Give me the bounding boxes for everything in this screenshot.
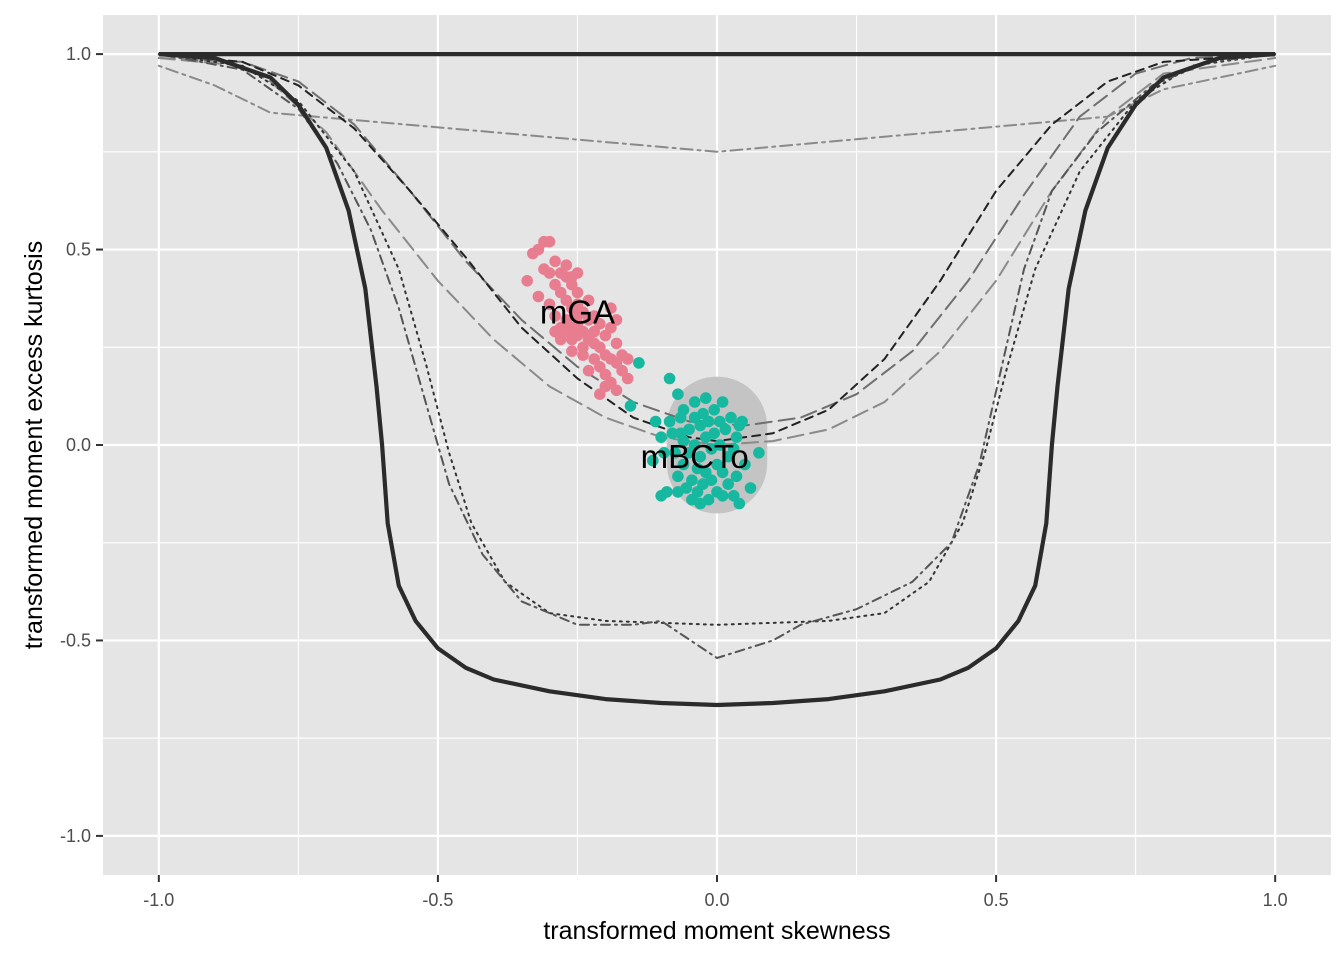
point-mbcto bbox=[708, 404, 720, 416]
point-mga bbox=[566, 345, 578, 358]
point-mbcto bbox=[708, 427, 720, 440]
point-mbcto bbox=[753, 447, 765, 459]
boundary-curve-2 bbox=[158, 52, 1276, 708]
point-mbcto bbox=[705, 474, 718, 487]
point-mga bbox=[543, 298, 556, 311]
point-mga bbox=[588, 337, 600, 350]
annotation-mbcto: mBCTo bbox=[641, 438, 749, 475]
x-tick-label: 0.0 bbox=[704, 890, 729, 910]
point-mbcto bbox=[702, 415, 715, 428]
point-mbcto bbox=[716, 466, 729, 479]
point-mga bbox=[594, 388, 606, 401]
point-mbcto bbox=[672, 486, 684, 498]
y-tick-label: -1.0 bbox=[60, 826, 91, 846]
point-mbcto bbox=[730, 431, 743, 444]
annotation-mga: mGA bbox=[540, 294, 615, 331]
point-mbcto bbox=[725, 411, 737, 424]
point-mbcto bbox=[674, 427, 687, 440]
point-mbcto bbox=[719, 423, 732, 436]
reference-curve-6 bbox=[157, 53, 1277, 660]
point-mbcto bbox=[677, 404, 690, 416]
point-mga bbox=[577, 349, 589, 361]
point-mbcto bbox=[716, 396, 729, 408]
point-mbcto bbox=[649, 415, 662, 428]
point-mbcto bbox=[688, 439, 701, 451]
point-mbcto bbox=[669, 447, 681, 459]
point-mbcto bbox=[658, 447, 670, 459]
point-mbcto bbox=[663, 372, 676, 385]
point-mga bbox=[605, 302, 617, 315]
point-mbcto bbox=[727, 443, 740, 455]
reference-curve-5 bbox=[157, 53, 1277, 626]
point-mga bbox=[594, 318, 606, 330]
x-tick-label: -0.5 bbox=[422, 890, 453, 910]
point-mbcto bbox=[739, 458, 751, 471]
x-tick-label: 1.0 bbox=[1263, 890, 1288, 910]
point-mga bbox=[582, 294, 595, 307]
point-mga bbox=[532, 290, 545, 303]
point-mga bbox=[571, 286, 584, 299]
point-mbcto bbox=[661, 486, 673, 498]
point-mbcto bbox=[694, 497, 707, 510]
point-mbcto bbox=[672, 470, 684, 483]
point-mga bbox=[571, 267, 584, 279]
point-mbcto bbox=[694, 450, 707, 463]
point-mga bbox=[621, 353, 634, 365]
x-tick-label: 0.5 bbox=[984, 890, 1009, 910]
y-tick-label: -0.5 bbox=[60, 630, 91, 650]
point-mbcto bbox=[677, 458, 690, 471]
y-tick-label: 0.5 bbox=[66, 240, 91, 260]
point-mbcto bbox=[722, 478, 734, 490]
axis-ticks: -1.0 -0.5 0.0 0.5 1.0 -1.0 -0.5 0.0 0.5 1.0 bbox=[60, 44, 1288, 910]
y-axis-title: transformed moment excess kurtosis bbox=[20, 241, 48, 649]
point-mga bbox=[610, 337, 623, 350]
point-mga bbox=[521, 275, 533, 287]
point-mga bbox=[560, 259, 573, 272]
point-mbcto bbox=[716, 490, 729, 502]
point-mbcto bbox=[688, 396, 701, 408]
point-mbcto bbox=[733, 497, 746, 510]
point-mga bbox=[543, 235, 556, 248]
point-mbcto bbox=[730, 470, 743, 483]
point-mga bbox=[543, 267, 556, 279]
point-mbcto bbox=[733, 419, 746, 432]
point-mbcto bbox=[686, 474, 698, 487]
y-tick-label: 0.0 bbox=[66, 435, 91, 455]
point-mga bbox=[549, 255, 561, 268]
point-mbcto bbox=[744, 482, 757, 494]
point-mbcto bbox=[666, 427, 679, 440]
annotations: mGA mBCTo bbox=[540, 294, 749, 476]
reference-curve-1 bbox=[157, 64, 1277, 153]
point-mbcto bbox=[700, 392, 712, 404]
point-mga bbox=[571, 329, 584, 342]
point-mbcto bbox=[647, 454, 659, 467]
point-mga bbox=[549, 310, 561, 322]
point-mbcto bbox=[633, 357, 645, 369]
point-mbcto bbox=[672, 388, 684, 401]
point-mbcto bbox=[714, 439, 726, 451]
x-tick-label: -1.0 bbox=[143, 890, 174, 910]
point-mbcto bbox=[663, 415, 676, 428]
point-mga bbox=[610, 314, 623, 326]
point-mga bbox=[621, 372, 634, 385]
y-tick-label: 1.0 bbox=[66, 44, 91, 64]
point-mga bbox=[582, 364, 595, 377]
point-mbcto bbox=[624, 400, 637, 412]
data-points bbox=[521, 235, 765, 510]
point-mga bbox=[549, 325, 561, 338]
x-axis-title: transformed moment skewness bbox=[543, 917, 890, 945]
point-mga bbox=[610, 384, 623, 397]
point-mbcto bbox=[655, 431, 667, 444]
